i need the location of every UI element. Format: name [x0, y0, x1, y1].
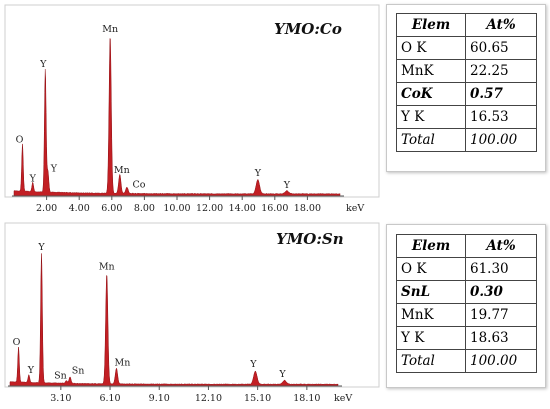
peak-label: O [16, 135, 24, 146]
spectrum-chart-top: 2.00 4.00 6.00 8.00 10.00 12.00 14.00 16.00 18.0… [4, 4, 380, 214]
x-tick-label: 4.00 [69, 203, 90, 214]
row-at: 22.25 [465, 59, 537, 83]
x-tick-label: 9.10 [149, 393, 170, 404]
table-row: O K 60.65 [396, 36, 537, 60]
peak-label: Mn [99, 262, 115, 273]
header-elem: Elem [396, 13, 466, 37]
row-at: 19.77 [465, 303, 537, 327]
row-elem: SnL [396, 280, 466, 304]
row-at: 61.30 [465, 257, 537, 281]
table-row: Y K 16.53 [396, 105, 537, 129]
spectrum-line [9, 253, 339, 387]
plot-frame [4, 4, 380, 198]
x-tick-label: 15.10 [244, 393, 271, 404]
table-row: SnL 0.30 [396, 280, 537, 304]
row-elem: CoK [396, 82, 466, 106]
x-tick-label: 16.00 [261, 203, 288, 214]
header-elem: Elem [396, 234, 466, 258]
x-tick-label: 3.10 [50, 393, 71, 404]
spectrum-panel-bottom: 3.10 6.10 9.10 12.10 15.10 18.10 keV YMO:Sn O Y Y S… [4, 222, 380, 406]
spectrum-panel-top: 2.00 4.00 6.00 8.00 10.00 12.00 14.00 16.00 18.0… [4, 4, 380, 216]
chart-title: YMO:Co [274, 20, 342, 38]
composition-table-box-top: Elem At% O K 60.65 MnK 22.25 CoK 0.57 Y … [386, 4, 546, 172]
peak-label: Y [39, 59, 47, 70]
peak-label: Y [249, 359, 257, 370]
table-total-row: Total 100.00 [396, 128, 537, 152]
x-tick-label: 2.00 [36, 203, 57, 214]
table-row: MnK 19.77 [396, 303, 537, 327]
peak-label: Sn [54, 370, 67, 381]
peak-label: Sn [72, 366, 85, 377]
peak-label: Mn [114, 165, 130, 176]
row-at: 100.00 [465, 128, 537, 152]
peak-label: Y [254, 168, 262, 179]
row-elem: MnK [396, 59, 466, 83]
x-tick-label: 8.00 [134, 203, 155, 214]
x-axis-label: keV [346, 203, 364, 214]
x-tick-label: 18.10 [293, 393, 320, 404]
plot-frame [4, 222, 380, 388]
header-at: At% [465, 13, 537, 37]
table-header-row: Elem At% [396, 234, 537, 258]
row-at: 60.65 [465, 36, 537, 60]
peak-label: O [13, 337, 21, 348]
peak-label: Y [283, 180, 291, 191]
peak-label: Mn [102, 24, 118, 35]
x-tick-label: 6.10 [99, 393, 120, 404]
table-row: O K 61.30 [396, 257, 537, 281]
chart-title: YMO:Sn [276, 230, 344, 248]
row-elem: Y K [396, 105, 466, 129]
row-elem: O K [396, 257, 466, 281]
x-tick-label: 12.00 [196, 203, 223, 214]
composition-table-box-bottom: Elem At% O K 61.30 SnL 0.30 MnK 19.77 Y … [386, 224, 546, 388]
x-tick-label: 18.00 [294, 203, 321, 214]
peak-label: Co [132, 180, 145, 191]
peak-label: Y [29, 174, 37, 185]
table-total-row: Total 100.00 [396, 349, 537, 373]
x-axis-label: keV [334, 393, 352, 404]
composition-table-bottom: Elem At% O K 61.30 SnL 0.30 MnK 19.77 Y … [396, 234, 537, 373]
header-at: At% [465, 234, 537, 258]
peak-label: Mn [115, 357, 131, 368]
row-elem: Total [396, 349, 466, 373]
x-tick-label: 6.00 [101, 203, 122, 214]
peak-label: Y [50, 163, 58, 174]
peak-label: Y [278, 369, 286, 380]
row-at: 16.53 [465, 105, 537, 129]
x-tick-label: 14.00 [229, 203, 256, 214]
row-at: 18.63 [465, 326, 537, 350]
row-elem: O K [396, 36, 466, 60]
row-at: 0.57 [465, 82, 537, 106]
row-elem: Y K [396, 326, 466, 350]
composition-table-top: Elem At% O K 60.65 MnK 22.25 CoK 0.57 Y … [396, 13, 537, 152]
table-row: MnK 22.25 [396, 59, 537, 83]
spectrum-chart-bottom: 3.10 6.10 9.10 12.10 15.10 18.10 keV YMO:Sn O Y Y S… [4, 222, 380, 404]
table-row: CoK 0.57 [396, 82, 537, 106]
row-elem: Total [396, 128, 466, 152]
row-at: 100.00 [465, 349, 537, 373]
spectrum-line [13, 37, 341, 197]
peak-label: Y [37, 242, 45, 253]
peak-label: Y [27, 365, 35, 376]
x-tick-label: 12.10 [195, 393, 222, 404]
row-at: 0.30 [465, 280, 537, 304]
table-row: Y K 18.63 [396, 326, 537, 350]
row-elem: MnK [396, 303, 466, 327]
table-header-row: Elem At% [396, 13, 537, 37]
x-tick-label: 10.00 [163, 203, 190, 214]
